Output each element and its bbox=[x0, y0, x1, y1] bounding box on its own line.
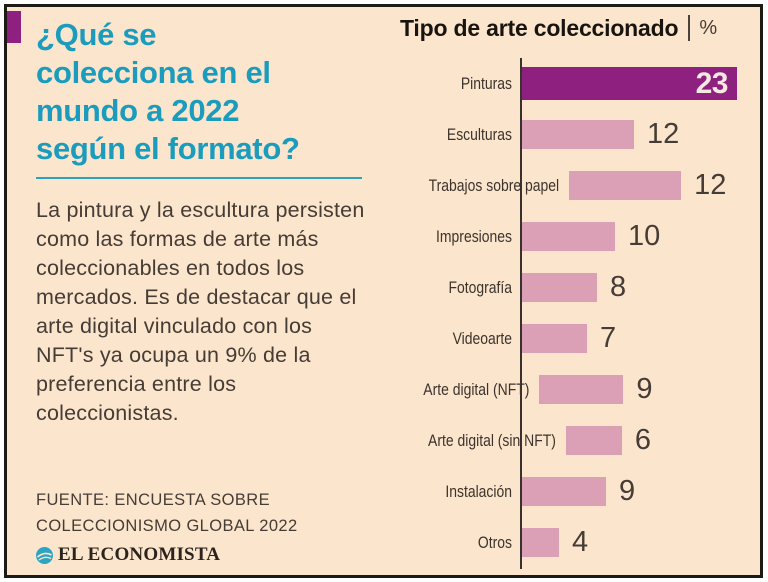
header-divider bbox=[688, 15, 691, 41]
bar-value: 9 bbox=[619, 475, 636, 507]
source-line: FUENTE: ENCUESTA SOBRE bbox=[36, 491, 271, 509]
bar bbox=[522, 273, 597, 302]
bar-label: Videoarte bbox=[452, 328, 512, 348]
chart-row: Fotografía 8 bbox=[400, 262, 755, 313]
bar bbox=[569, 171, 682, 200]
chart-row: Arte digital (sin NFT) 6 bbox=[400, 415, 755, 466]
bar bbox=[522, 324, 587, 353]
bar bbox=[565, 426, 622, 455]
title-line: según el formato? bbox=[36, 131, 300, 166]
el-economista-logo-icon bbox=[36, 546, 53, 564]
title-line: colecciona en el bbox=[36, 55, 271, 90]
bar-label: Fotografía bbox=[448, 277, 512, 297]
bar: 23 bbox=[522, 67, 737, 100]
chart-row: Pinturas 23 bbox=[400, 58, 755, 109]
bar-label: Instalación bbox=[445, 481, 512, 501]
bar-label: Arte digital (NFT) bbox=[423, 379, 530, 399]
y-axis-line bbox=[520, 58, 522, 569]
accent-square bbox=[7, 11, 21, 43]
bar bbox=[522, 120, 634, 149]
chart-row: Videoarte 7 bbox=[400, 313, 755, 364]
chart-rows: Pinturas 23 Esculturas 12 Trabajos sobre pap… bbox=[400, 58, 755, 568]
bar bbox=[522, 222, 615, 251]
bar bbox=[539, 375, 624, 404]
bar-track: 4 bbox=[512, 526, 755, 559]
bar-track: 23 bbox=[512, 67, 755, 100]
source-block: FUENTE: ENCUESTA SOBRE COLECCIONISMO GLO… bbox=[36, 487, 298, 568]
chart-header: Tipo de arte coleccionado % bbox=[400, 12, 755, 44]
brand-row: EL ECONOMISTA bbox=[36, 542, 298, 568]
bar bbox=[522, 528, 559, 557]
page-title: ¿Qué se colecciona en el mundo a 2022 se… bbox=[36, 16, 378, 168]
source-line: COLECCIONISMO GLOBAL 2022 bbox=[36, 517, 298, 535]
chart-unit-label: % bbox=[699, 16, 718, 39]
chart-row: Trabajos sobre papel 12 bbox=[400, 160, 755, 211]
bar-value: 6 bbox=[634, 424, 652, 456]
bar-track: 12 bbox=[512, 118, 755, 151]
bar-label: Trabajos sobre papel bbox=[428, 175, 560, 195]
bar-value: 12 bbox=[694, 169, 727, 201]
bar-track: 9 bbox=[529, 373, 755, 406]
bar-track: 9 bbox=[512, 475, 755, 508]
chart-row: Esculturas 12 bbox=[400, 109, 755, 160]
title-underline bbox=[36, 177, 362, 179]
bar-label: Impresiones bbox=[436, 226, 512, 246]
bar-label: Arte digital (sin NFT) bbox=[428, 430, 556, 450]
bar-track: 7 bbox=[512, 322, 755, 355]
brand-name: EL ECONOMISTA bbox=[58, 544, 221, 565]
bar-label: Pinturas bbox=[460, 73, 512, 93]
chart-row: Arte digital (NFT) 9 bbox=[400, 364, 755, 415]
chart-title: Tipo de arte coleccionado bbox=[400, 14, 679, 41]
intro-body: La pintura y la escultura persisten como… bbox=[36, 198, 365, 425]
bar-chart: Tipo de arte coleccionado % Pinturas 23 Es… bbox=[400, 12, 755, 572]
chart-row: Impresiones 10 bbox=[400, 211, 755, 262]
title-line: mundo a 2022 bbox=[36, 93, 240, 128]
chart-row: Otros 4 bbox=[400, 517, 755, 568]
bar-track: 12 bbox=[559, 169, 755, 202]
bar-value: 9 bbox=[636, 373, 653, 405]
bar-label: Otros bbox=[477, 532, 512, 552]
intro-panel: ¿Qué se colecciona en el mundo a 2022 se… bbox=[36, 16, 378, 428]
bar-value: 23 bbox=[695, 66, 729, 100]
bar-value: 4 bbox=[572, 526, 589, 558]
bar-value: 7 bbox=[600, 322, 617, 354]
bar-track: 6 bbox=[556, 424, 755, 457]
bar-track: 8 bbox=[512, 271, 755, 304]
bar-value: 8 bbox=[610, 271, 627, 303]
bar-value: 12 bbox=[647, 118, 680, 150]
bar-value: 10 bbox=[628, 220, 661, 252]
bar-track: 10 bbox=[512, 220, 755, 253]
bar-label: Esculturas bbox=[446, 124, 512, 144]
title-line: ¿Qué se bbox=[36, 17, 157, 52]
chart-row: Instalación 9 bbox=[400, 466, 755, 517]
bar bbox=[522, 477, 606, 506]
